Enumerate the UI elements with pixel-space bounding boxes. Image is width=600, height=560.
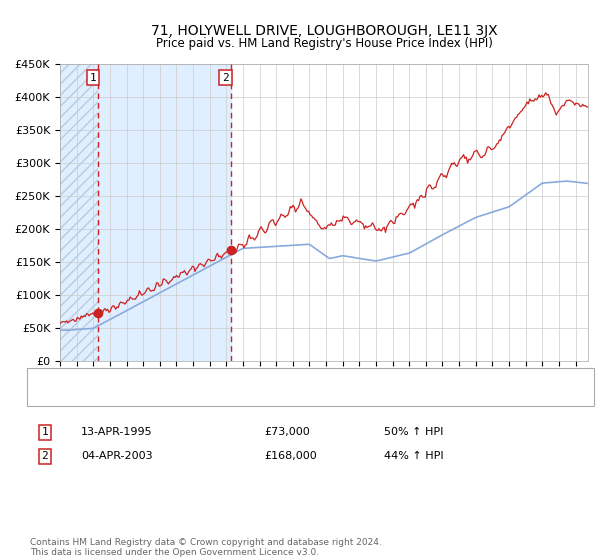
Text: 2: 2 [41,451,49,461]
Text: 71, HOLYWELL DRIVE, LOUGHBOROUGH, LE11 3JX: 71, HOLYWELL DRIVE, LOUGHBOROUGH, LE11 3… [151,24,497,38]
Text: Contains HM Land Registry data © Crown copyright and database right 2024.
This d: Contains HM Land Registry data © Crown c… [30,538,382,557]
Text: £168,000: £168,000 [264,451,317,461]
Text: 13-APR-1995: 13-APR-1995 [81,427,152,437]
Text: 1: 1 [89,73,96,82]
Text: 44% ↑ HPI: 44% ↑ HPI [384,451,443,461]
Bar [60,64,98,361]
Text: 71, HOLYWELL DRIVE, LOUGHBOROUGH, LE11 3JX (semi-detached house): 71, HOLYWELL DRIVE, LOUGHBOROUGH, LE11 3… [75,386,458,396]
Text: 50% ↑ HPI: 50% ↑ HPI [384,427,443,437]
Text: 04-APR-2003: 04-APR-2003 [81,451,152,461]
Text: 2: 2 [222,73,229,82]
Text: 1: 1 [41,427,49,437]
Text: Price paid vs. HM Land Registry's House Price Index (HPI): Price paid vs. HM Land Registry's House … [155,37,493,50]
Text: HPI: Average price, semi-detached house, Charnwood: HPI: Average price, semi-detached house,… [75,394,356,404]
Bar [60,64,98,361]
Text: £73,000: £73,000 [264,427,310,437]
Bar [98,64,230,361]
